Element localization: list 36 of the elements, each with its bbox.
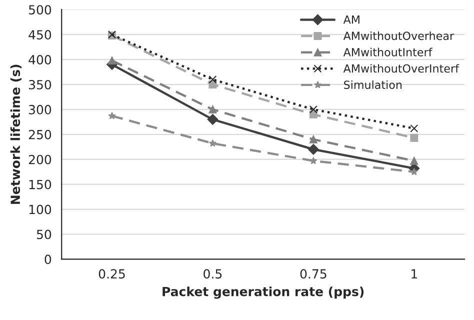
x-tick-label: 0.5	[204, 269, 222, 279]
x-axis-title: Packet generation rate (pps)	[162, 286, 364, 299]
point	[309, 135, 318, 144]
x-tick-label: 0.25	[98, 269, 125, 279]
y-tick-label: 50	[36, 230, 52, 240]
y-tick-label: 300	[28, 104, 52, 114]
point	[410, 124, 418, 132]
point	[108, 56, 116, 65]
point	[410, 156, 418, 165]
y-tick-label: 450	[28, 30, 52, 40]
x-tick-label: 1	[412, 269, 417, 278]
point	[309, 105, 318, 114]
y-tick-label: 200	[28, 154, 52, 164]
x-tick-label: 0.75	[300, 269, 326, 279]
y-tick-label: 150	[29, 180, 52, 190]
legend-label: AMwithoutInterf	[343, 48, 432, 56]
y-tick-label: 250	[28, 130, 52, 140]
y-axis-title: Network lifetime (s)	[10, 64, 22, 204]
point	[207, 114, 218, 125]
point	[208, 105, 217, 114]
point	[308, 144, 319, 155]
point	[208, 75, 217, 84]
y-tick-label: 100	[29, 204, 52, 214]
y-tick-label: 400	[28, 54, 52, 64]
point	[208, 139, 217, 147]
point	[410, 134, 418, 142]
point	[108, 112, 116, 120]
legend-label: Simulation	[344, 80, 402, 89]
y-tick-label: 350	[28, 80, 52, 90]
y-tick-label: 0	[44, 254, 52, 264]
point	[310, 156, 318, 164]
legend-label: AMwithoutOverInterf	[343, 64, 460, 73]
y-tick-label: 500	[29, 5, 52, 15]
point	[410, 168, 418, 176]
legend-label: AM	[343, 16, 360, 24]
legend-label: AMwithoutOverhear	[343, 31, 454, 40]
